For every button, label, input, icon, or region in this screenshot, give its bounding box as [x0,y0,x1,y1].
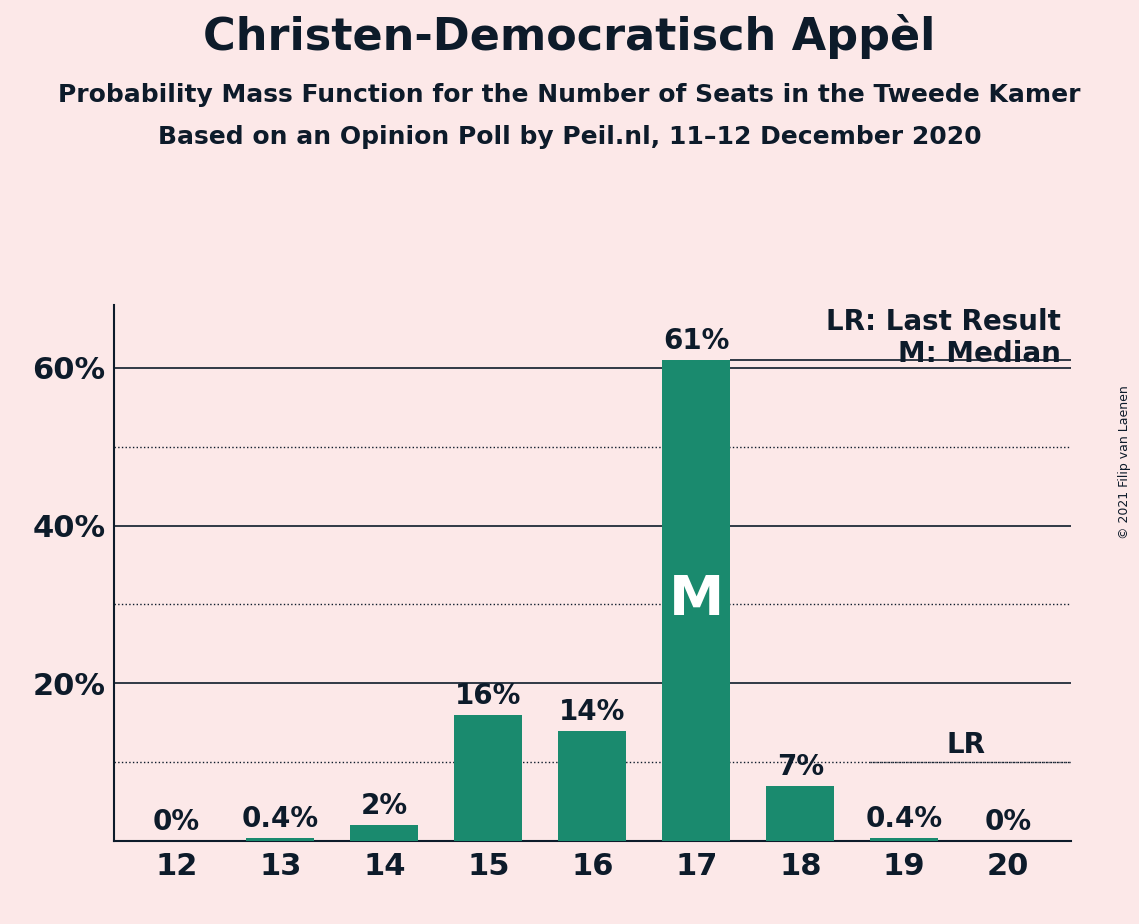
Bar [767,785,834,841]
Text: M: Median: M: Median [899,340,1062,368]
Text: Probability Mass Function for the Number of Seats in the Tweede Kamer: Probability Mass Function for the Number… [58,83,1081,107]
Text: 0%: 0% [153,808,199,836]
Text: LR: LR [947,731,985,759]
Text: 2%: 2% [361,793,408,821]
Text: 0.4%: 0.4% [866,805,943,833]
Text: © 2021 Filip van Laenen: © 2021 Filip van Laenen [1118,385,1131,539]
Bar [558,731,626,841]
Text: Based on an Opinion Poll by Peil.nl, 11–12 December 2020: Based on an Opinion Poll by Peil.nl, 11–… [157,125,982,149]
Bar [246,838,314,841]
Text: 14%: 14% [559,698,625,725]
Text: M: M [669,574,724,627]
Text: 61%: 61% [663,327,729,356]
Text: 16%: 16% [456,682,522,710]
Text: 0.4%: 0.4% [241,805,319,833]
Bar [870,838,939,841]
Text: Christen-Democratisch Appèl: Christen-Democratisch Appèl [204,14,935,59]
Bar [351,825,418,841]
Text: 7%: 7% [777,753,823,781]
Text: 0%: 0% [985,808,1032,836]
Text: LR: Last Result: LR: Last Result [826,308,1062,335]
Bar [454,715,522,841]
Bar [663,360,730,841]
